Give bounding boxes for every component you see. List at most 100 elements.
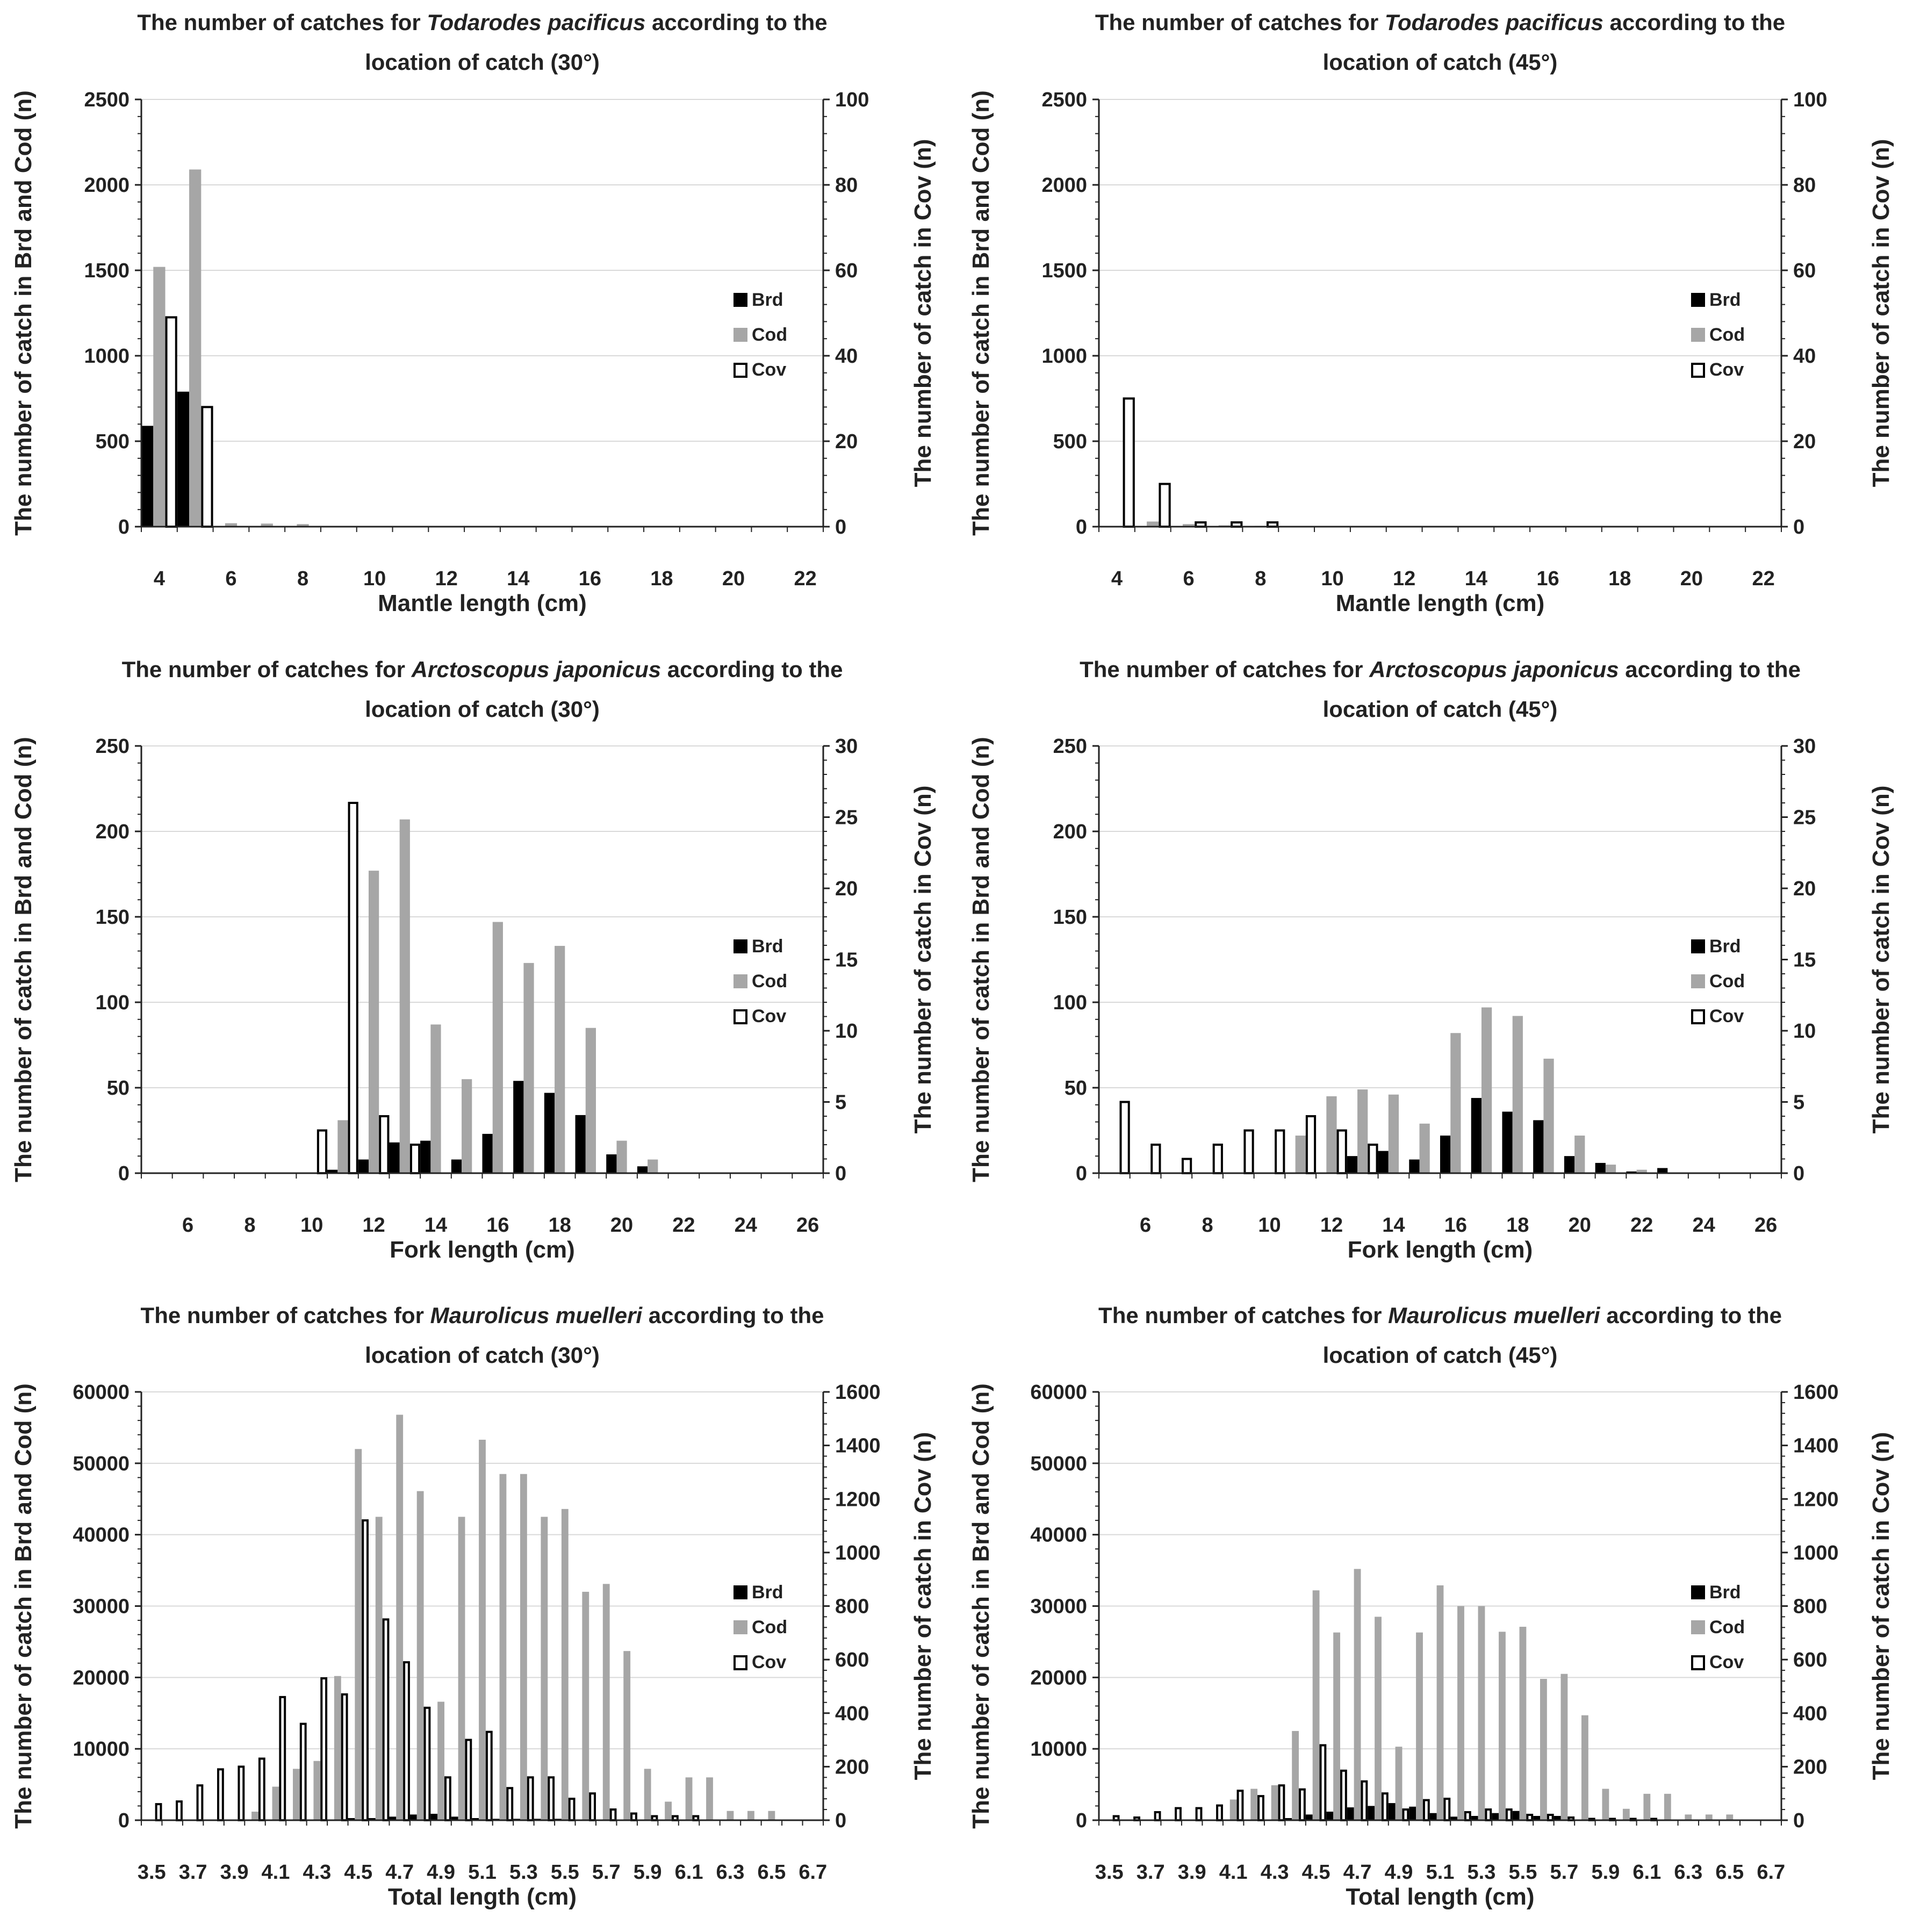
- bar-cov: [1257, 1795, 1264, 1821]
- x-tick-label: 14: [1382, 1214, 1405, 1237]
- chart-title-line2: location of catch (30°): [365, 1342, 600, 1368]
- bar-cod: [520, 1474, 527, 1820]
- y2-tick-label: 5: [835, 1091, 846, 1114]
- legend-label-brd: Brd: [1709, 290, 1741, 310]
- y-tick-label: 0: [1076, 516, 1087, 538]
- y2-tick-label: 40: [835, 345, 858, 368]
- bar-cod: [153, 267, 166, 527]
- y-tick-label: 1500: [1041, 260, 1087, 282]
- chart-title: The number of catches for Arctoscopus ja…: [1080, 657, 1801, 682]
- bar-cov: [1181, 1158, 1192, 1174]
- x-tick-label: 6: [1140, 1214, 1151, 1237]
- chart-title: The number of catches for Arctoscopus ja…: [122, 657, 843, 682]
- bar-cod: [623, 1651, 631, 1820]
- x-tick-label: 4.3: [1261, 1861, 1289, 1884]
- legend-swatch-cov: [733, 1009, 747, 1024]
- bar-cov: [630, 1812, 637, 1821]
- bar-brd: [1564, 1156, 1575, 1173]
- x-tick-label: 14: [1465, 568, 1487, 590]
- x-tick-label: 4: [154, 568, 165, 590]
- x-tick-label: 6: [182, 1214, 193, 1237]
- x-tick-label: 20: [1569, 1214, 1591, 1237]
- y-tick-label: 40000: [73, 1524, 130, 1547]
- title-species: Todarodes pacificus: [1385, 10, 1603, 35]
- chart-title-line2: location of catch (45°): [1323, 696, 1558, 722]
- y2-tick-label: 1200: [835, 1488, 881, 1511]
- bar-cod: [768, 1811, 775, 1820]
- legend-label-cod: Cod: [1709, 971, 1745, 992]
- legend-swatch-cov: [1691, 1655, 1705, 1670]
- y2-tick-label: 80: [1793, 174, 1816, 197]
- chart-title-line2: location of catch (45°): [1323, 1342, 1558, 1368]
- title-species: Maurolicus muelleri: [1388, 1303, 1601, 1328]
- bar-cov: [1340, 1769, 1347, 1822]
- legend-label-cov: Cov: [1709, 1652, 1744, 1672]
- bar-cod: [272, 1786, 279, 1820]
- bar-cod: [1229, 1799, 1237, 1820]
- legend-label-cod: Cod: [1709, 1617, 1745, 1637]
- y2-tick-label: 1000: [835, 1542, 881, 1564]
- bar-cod: [1416, 1632, 1423, 1820]
- bar-brd: [409, 1814, 417, 1820]
- bar-cod: [1705, 1814, 1713, 1820]
- x-tick-label: 24: [1693, 1214, 1715, 1237]
- legend-label-cov: Cov: [752, 1652, 786, 1672]
- bar-brd: [1347, 1156, 1358, 1173]
- bar-cod: [369, 871, 379, 1173]
- chart-title: The number of catches for Maurolicus mue…: [1098, 1303, 1782, 1328]
- x-tick-label: 26: [1754, 1214, 1777, 1237]
- bar-cod: [355, 1449, 362, 1820]
- legend-swatch-brd: [733, 293, 747, 307]
- x-tick-label: 5.9: [634, 1861, 662, 1884]
- bar-cod: [1519, 1627, 1527, 1820]
- chart-title-line2: location of catch (45°): [1323, 49, 1558, 75]
- y2-tick-label: 0: [835, 1162, 846, 1185]
- legend-swatch-brd: [733, 939, 747, 953]
- y-tick-label: 40000: [1030, 1524, 1087, 1547]
- bar-brd: [451, 1159, 462, 1173]
- bar-cod: [1388, 1094, 1399, 1173]
- x-tick-label: 10: [363, 568, 386, 590]
- y-tick-label: 200: [1053, 821, 1087, 843]
- bar-brd: [482, 1133, 493, 1173]
- bar-cod: [1457, 1606, 1464, 1820]
- title-suffix: according to the: [661, 657, 843, 682]
- legend-swatch-cov: [1691, 363, 1705, 378]
- y2-tick-label: 20: [1793, 430, 1816, 453]
- x-tick-label: 10: [300, 1214, 323, 1237]
- y2-axis-label: The number of catch in Cov (n): [1868, 139, 1894, 487]
- bar-cov: [1443, 1798, 1451, 1821]
- bar-cod: [541, 1517, 548, 1820]
- bar-brd: [327, 1169, 338, 1173]
- legend-swatch-cod: [733, 1620, 747, 1634]
- legend-label-brd: Brd: [1709, 1582, 1741, 1603]
- x-tick-label: 24: [735, 1214, 757, 1237]
- x-tick-label: 4.5: [344, 1861, 372, 1884]
- bar-cod: [437, 1701, 444, 1820]
- y2-tick-label: 600: [1793, 1649, 1827, 1671]
- x-tick-label: 6.1: [675, 1861, 703, 1884]
- legend-swatch-cod: [733, 974, 747, 988]
- bar-brd: [1368, 1806, 1375, 1820]
- bar-cod: [492, 922, 503, 1173]
- y2-tick-label: 0: [835, 1809, 846, 1832]
- y2-tick-label: 1200: [1793, 1488, 1839, 1511]
- y2-tick-label: 80: [835, 174, 858, 197]
- y2-tick-label: 20: [835, 878, 858, 900]
- bar-cov: [1275, 1129, 1285, 1174]
- y2-tick-label: 0: [1793, 1809, 1804, 1832]
- x-tick-label: 3.5: [138, 1861, 166, 1884]
- bar-cov: [1464, 1811, 1471, 1821]
- x-tick-label: 6.1: [1632, 1861, 1661, 1884]
- legend-label-brd: Brd: [1709, 936, 1741, 957]
- legend-swatch-cov: [1691, 1009, 1705, 1024]
- y2-tick-label: 5: [1793, 1091, 1804, 1114]
- bar-brd: [1533, 1816, 1541, 1820]
- y-tick-label: 20000: [73, 1667, 130, 1689]
- x-tick-label: 3.5: [1095, 1861, 1124, 1884]
- y2-tick-label: 100: [835, 89, 869, 111]
- y-tick-label: 2000: [84, 174, 130, 197]
- bar-cod: [416, 1491, 424, 1820]
- bar-brd: [1533, 1120, 1544, 1173]
